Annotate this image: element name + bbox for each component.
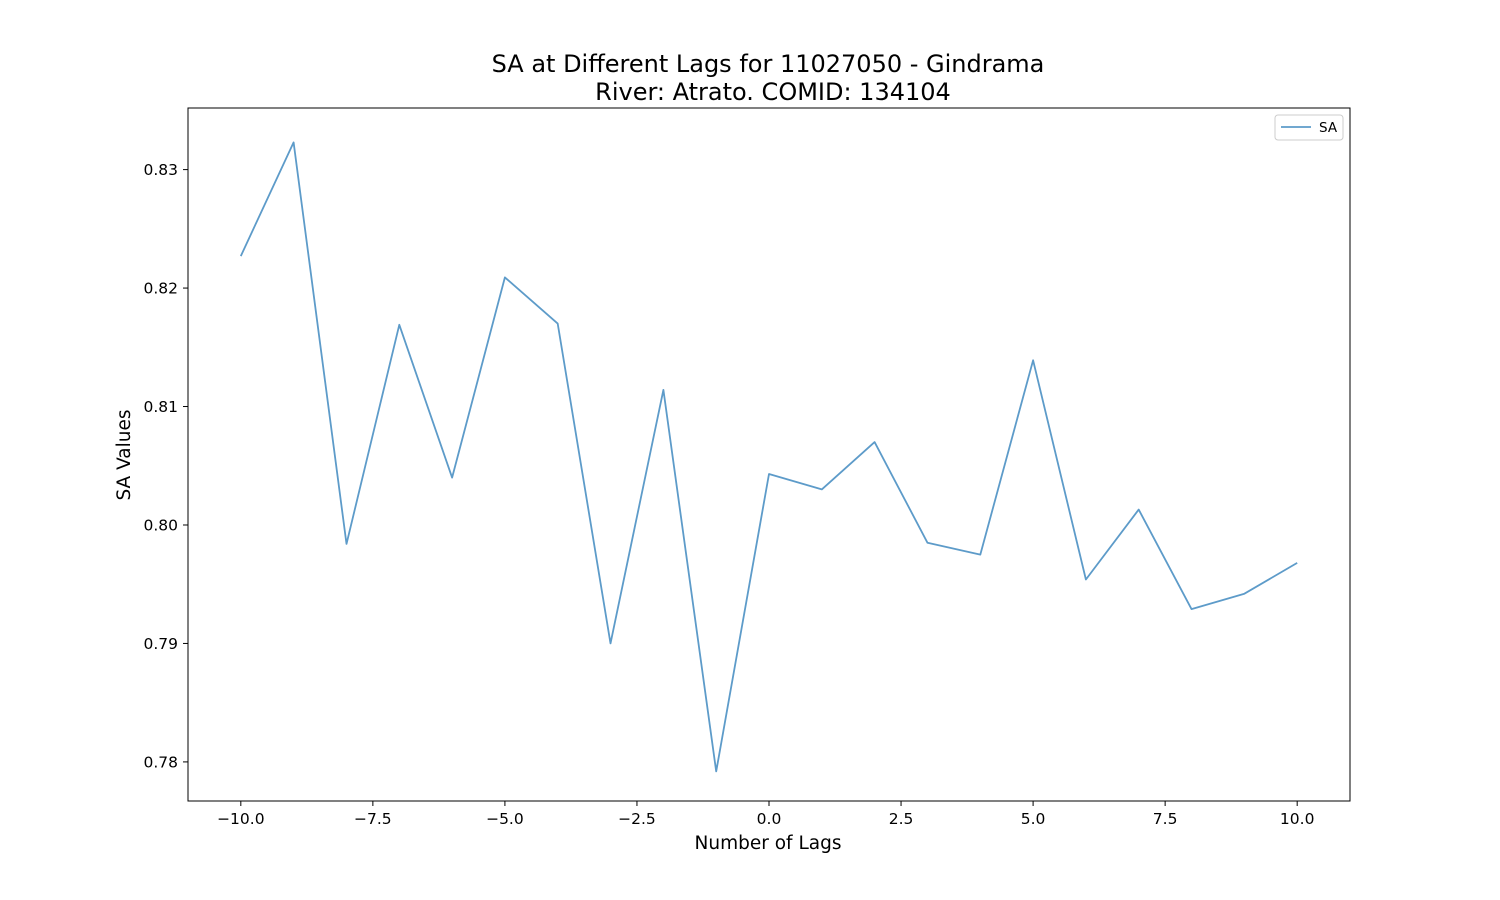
y-axis-label: SA Values (114, 409, 135, 500)
x-tick-label: 5.0 (1021, 810, 1046, 828)
x-tick-label: −7.5 (354, 810, 392, 828)
chart-title-line-1: SA at Different Lags for 11027050 - Gind… (492, 50, 1045, 78)
x-tick-label: −10.0 (217, 810, 265, 828)
x-tick-label: 0.0 (757, 810, 782, 828)
x-tick-label: 2.5 (889, 810, 914, 828)
y-tick-label: 0.83 (143, 161, 178, 179)
y-tick-label: 0.80 (143, 516, 178, 534)
legend-label-sa: SA (1319, 120, 1338, 136)
plot-area-frame (187, 107, 1351, 802)
x-tick-label: −5.0 (486, 810, 524, 828)
x-tick-label: 7.5 (1153, 810, 1178, 828)
x-tick-label: 10.0 (1280, 810, 1315, 828)
x-tick-label: −2.5 (618, 810, 656, 828)
y-tick-label: 0.78 (143, 753, 178, 771)
legend: SA (1274, 114, 1344, 141)
y-tick-label: 0.81 (143, 398, 178, 416)
series-layer (239, 141, 1298, 773)
y-tick-label: 0.79 (143, 635, 178, 653)
y-tick-label: 0.82 (143, 280, 178, 298)
axis-ticks: −10.0 −7.5 −5.0 −2.5 0.0 2.5 5.0 7.5 10.0 0.78 0.7… (143, 161, 1314, 828)
x-axis-label: Number of Lags (695, 833, 842, 854)
chart-title-line-2: River: Atrato. COMID: 134104 (595, 78, 951, 106)
series-line-sa (239, 141, 1298, 773)
